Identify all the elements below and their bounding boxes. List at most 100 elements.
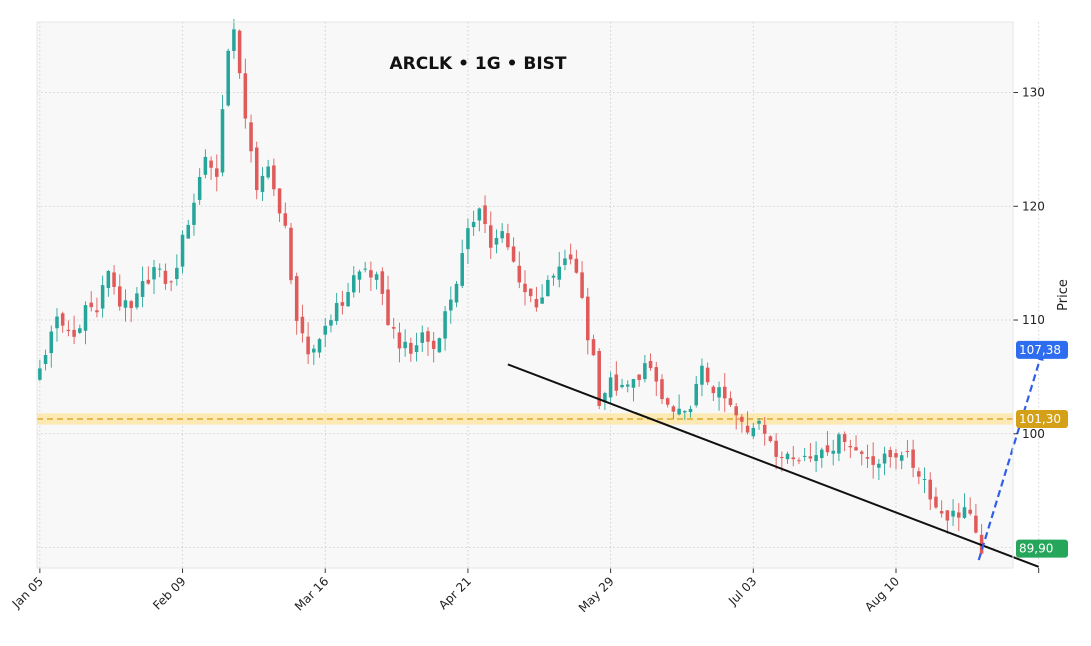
candle-up [494, 237, 499, 245]
candle-down [391, 327, 396, 329]
support-zone [37, 413, 1013, 425]
candle-down [409, 342, 413, 354]
candle-down [968, 509, 972, 514]
candle-down [289, 227, 293, 281]
plot-frame [36, 21, 1014, 569]
candle-down [112, 272, 116, 287]
candle-down [209, 160, 213, 168]
candle-layer [38, 19, 984, 555]
candle-up [814, 455, 818, 462]
candle-up [603, 393, 607, 403]
grid-layer [37, 22, 1040, 568]
candle-up [831, 450, 835, 454]
candle-down [945, 510, 950, 521]
candle-up [882, 453, 887, 464]
candle-down [871, 456, 875, 465]
candle-down [745, 425, 750, 433]
y-tick-label: 130 [1022, 86, 1045, 100]
candle-down [523, 283, 527, 293]
candle-down [568, 254, 573, 260]
candle-up [55, 316, 59, 329]
line-layer [507, 352, 1044, 568]
candle-down [163, 270, 168, 284]
candle-down [283, 213, 288, 226]
candle-down [528, 288, 533, 297]
candle-up [449, 299, 453, 311]
candle-up [175, 267, 179, 280]
candle-down [911, 449, 915, 468]
y-tick-label: 110 [1022, 313, 1045, 327]
candle-down [939, 511, 944, 514]
candle-down [511, 246, 516, 262]
candle-up [625, 384, 630, 387]
candle-down [369, 270, 373, 278]
y-tick-label: 100 [1022, 427, 1045, 441]
candle-down [169, 281, 173, 283]
candle-up [323, 325, 328, 335]
candle-up [500, 231, 504, 239]
candle-down [734, 406, 738, 416]
badge-layer: 107,38 101,30 89,90 [1016, 340, 1068, 558]
candle-down [488, 225, 493, 248]
candle-down [517, 265, 522, 283]
candle-up [877, 463, 881, 468]
candle-down [306, 336, 310, 355]
candle-down [648, 361, 653, 369]
candle-up [312, 348, 316, 353]
x-tick-label: Jul 03 [725, 574, 759, 608]
candle-down [215, 168, 219, 177]
candle-down [397, 332, 402, 349]
candle-up [631, 379, 636, 388]
candle-up [962, 507, 967, 518]
candle-down [671, 406, 676, 412]
candle-down [865, 457, 870, 459]
candle-up [140, 281, 145, 297]
candle-up [557, 266, 562, 280]
candle-up [563, 258, 567, 266]
candle-up [49, 331, 54, 354]
candle-down [825, 445, 830, 453]
candle-up [466, 228, 470, 250]
candle-down [117, 286, 122, 307]
candle-up [374, 274, 379, 280]
candle-up [785, 453, 790, 460]
candle-up [551, 275, 556, 278]
candle-up [677, 408, 681, 415]
level-layer [37, 413, 1013, 425]
level-price-badge: 101,30 [1019, 412, 1061, 426]
candle-down [66, 329, 71, 332]
x-tick-label: Aug 10 [862, 574, 902, 614]
candle-up [106, 271, 111, 289]
candle-down [808, 456, 813, 459]
candle-down [483, 205, 487, 225]
candle-up [100, 285, 105, 309]
candle-down [431, 340, 436, 349]
candle-up [157, 268, 162, 270]
trendline [507, 363, 1040, 568]
candle-up [135, 293, 139, 308]
candle-up [152, 267, 156, 280]
candle-down [842, 434, 847, 442]
candle-up [226, 50, 230, 106]
candle-up [197, 176, 202, 200]
candle-down [728, 398, 733, 405]
candle-up [260, 175, 265, 192]
candle-down [637, 374, 641, 380]
candle-up [352, 275, 356, 293]
candle-down [854, 447, 858, 451]
candle-down [660, 379, 664, 400]
candle-up [460, 253, 464, 286]
candle-down [934, 496, 938, 508]
candle-down [597, 351, 601, 406]
candle-up [688, 408, 693, 413]
candle-up [477, 208, 482, 221]
candle-up [317, 339, 322, 353]
candle-down [574, 258, 579, 273]
candle-up [922, 478, 927, 480]
candle-up [694, 383, 698, 406]
candle-up [437, 338, 442, 353]
candle-up [951, 510, 955, 517]
candle-down [72, 329, 76, 337]
projection-arrow [977, 352, 1044, 561]
candle-up [78, 328, 82, 333]
